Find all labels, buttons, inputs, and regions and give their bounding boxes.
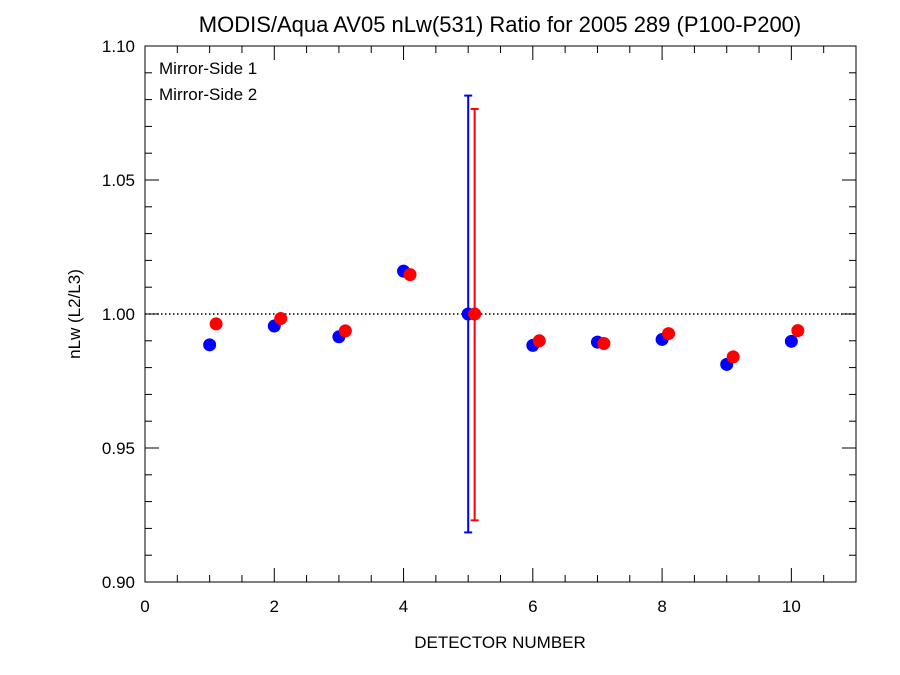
data-point-series-2 bbox=[403, 268, 417, 282]
y-axis-label: nLw (L2/L3) bbox=[65, 269, 84, 359]
x-tick-label: 8 bbox=[657, 597, 666, 616]
y-tick-label: 1.00 bbox=[102, 305, 135, 324]
legend: Mirror-Side 1 Mirror-Side 2 bbox=[159, 59, 257, 104]
y-tick-label: 0.90 bbox=[102, 573, 135, 592]
data-point-series-2 bbox=[662, 327, 676, 341]
y-tick-label: 1.05 bbox=[102, 171, 135, 190]
chart-title: MODIS/Aqua AV05 nLw(531) Ratio for 2005 … bbox=[199, 12, 802, 37]
data-point-series-2 bbox=[338, 324, 352, 338]
x-tick-label: 6 bbox=[528, 597, 537, 616]
data-point-series-1 bbox=[203, 338, 217, 352]
x-tick-label: 0 bbox=[140, 597, 149, 616]
data-point-series-2 bbox=[791, 324, 805, 338]
data-point-series-2 bbox=[726, 350, 740, 364]
x-axis-label: DETECTOR NUMBER bbox=[414, 633, 586, 652]
data-point-series-2 bbox=[532, 334, 546, 348]
data-point-series-1 bbox=[784, 334, 798, 348]
data-point-series-2 bbox=[468, 307, 482, 321]
data-point-series-2 bbox=[597, 336, 611, 350]
y-tick-label: 0.95 bbox=[102, 439, 135, 458]
x-tick-label: 10 bbox=[782, 597, 801, 616]
x-tick-label: 2 bbox=[270, 597, 279, 616]
y-tick-label: 1.10 bbox=[102, 37, 135, 56]
data-point-series-2 bbox=[274, 312, 288, 326]
data-point-series-2 bbox=[209, 317, 223, 331]
legend-item-mirror-side-1: Mirror-Side 1 bbox=[159, 59, 257, 78]
plot-frame bbox=[144, 45, 857, 583]
legend-item-mirror-side-2: Mirror-Side 2 bbox=[159, 85, 257, 104]
x-tick-label: 4 bbox=[399, 597, 408, 616]
